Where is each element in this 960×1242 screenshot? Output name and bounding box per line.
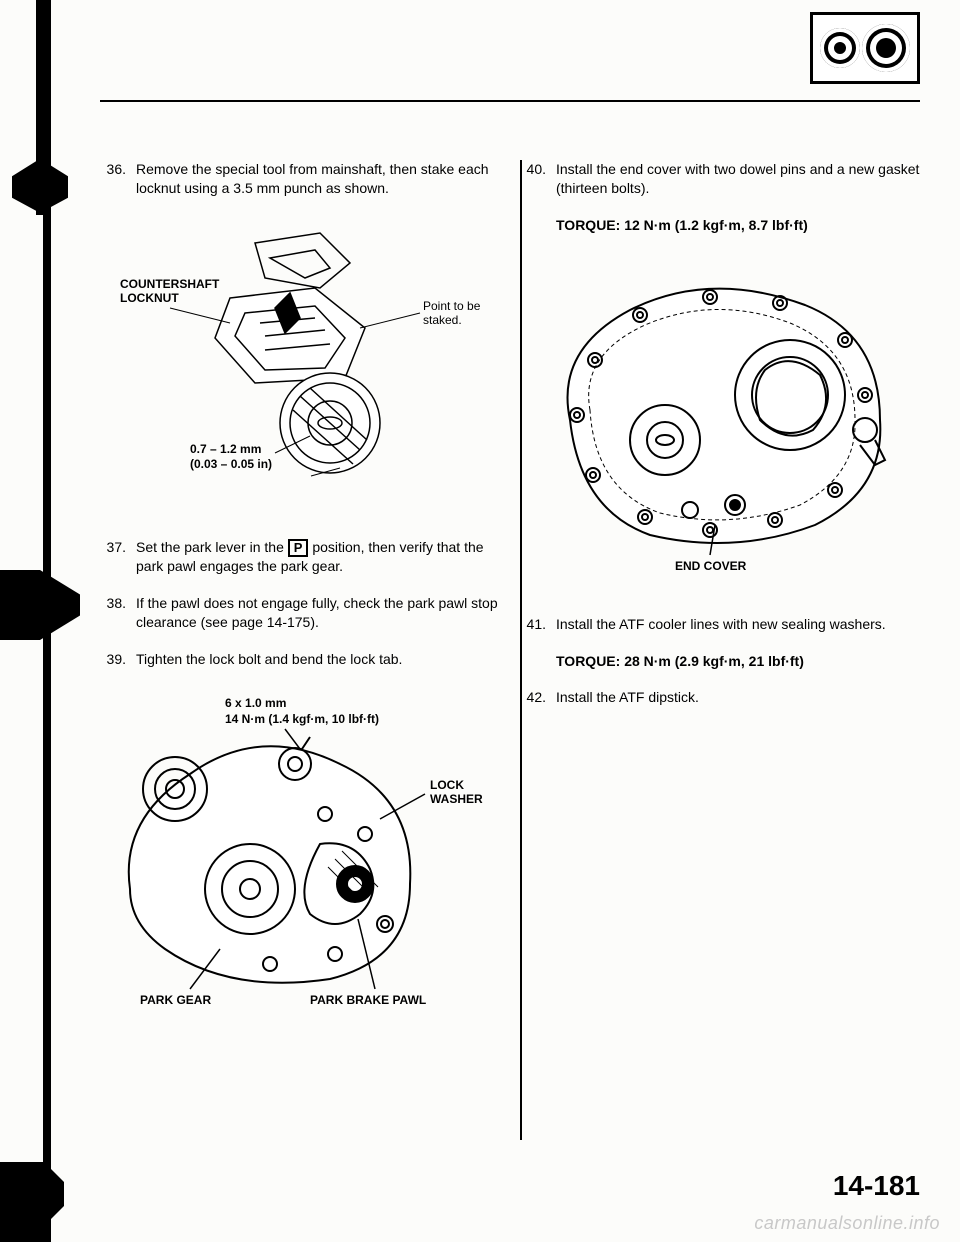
step-text: Set the park lever in the P position, th… xyxy=(136,538,500,576)
step-text: Install the ATF dipstick. xyxy=(556,688,920,707)
step-text: Tighten the lock bolt and bend the lock … xyxy=(136,650,500,669)
transmission-gear-icon xyxy=(813,15,917,81)
figure-park-gear: 6 x 1.0 mm 14 N·m (1.4 kgf·m, 10 lbf·ft) xyxy=(100,689,500,1019)
step-38: 38. If the pawl does not engage fully, c… xyxy=(100,594,500,632)
label-dim2: (0.03 – 0.05 in) xyxy=(190,457,272,471)
label-locknut: LOCKNUT xyxy=(120,291,179,305)
step-number: 42. xyxy=(520,688,546,707)
label-park-gear: PARK GEAR xyxy=(140,993,211,1007)
step-text: Remove the special tool from mainshaft, … xyxy=(136,160,500,198)
torque-spec-2: TORQUE: 28 N·m (2.9 kgf·m, 21 lbf·ft) xyxy=(520,652,920,671)
step-number: 40. xyxy=(520,160,546,198)
park-position-symbol: P xyxy=(288,539,309,557)
binder-clip-bottom xyxy=(0,1162,80,1242)
label-bolt-spec1: 6 x 1.0 mm xyxy=(225,696,286,710)
step-number: 36. xyxy=(100,160,126,198)
step-40: 40. Install the end cover with two dowel… xyxy=(520,160,920,198)
label-bolt-spec2: 14 N·m (1.4 kgf·m, 10 lbf·ft) xyxy=(225,712,379,726)
step-text-before: Set the park lever in the xyxy=(136,539,288,555)
step-42: 42. Install the ATF dipstick. xyxy=(520,688,920,707)
step-number: 38. xyxy=(100,594,126,632)
gear-icon xyxy=(862,24,910,72)
torque-spec-1: TORQUE: 12 N·m (1.2 kgf·m, 8.7 lbf·ft) xyxy=(520,216,920,235)
gear-icon xyxy=(820,28,860,68)
right-column: 40. Install the end cover with two dowel… xyxy=(520,160,920,1059)
step-41: 41. Install the ATF cooler lines with ne… xyxy=(520,615,920,634)
label-washer: WASHER xyxy=(430,792,483,806)
figure-end-cover: END COVER xyxy=(520,255,920,575)
header-rule xyxy=(100,100,920,102)
binder-clip-middle xyxy=(0,570,80,640)
label-staked: staked. xyxy=(423,313,462,327)
step-36: 36. Remove the special tool from mainsha… xyxy=(100,160,500,198)
binder-clip-top xyxy=(0,0,80,215)
step-text: If the pawl does not engage fully, check… xyxy=(136,594,500,632)
manual-page: 36. Remove the special tool from mainsha… xyxy=(0,0,960,1242)
step-37: 37. Set the park lever in the P position… xyxy=(100,538,500,576)
watermark: carmanualsonline.info xyxy=(754,1213,940,1234)
step-text: Install the end cover with two dowel pin… xyxy=(556,160,920,198)
step-number: 37. xyxy=(100,538,126,576)
section-icon-box xyxy=(810,12,920,84)
label-end-cover: END COVER xyxy=(675,559,747,573)
step-number: 39. xyxy=(100,650,126,669)
page-number: 14-181 xyxy=(833,1170,920,1202)
label-countershaft: COUNTERSHAFT xyxy=(120,277,220,291)
label-park-pawl: PARK BRAKE PAWL xyxy=(310,993,426,1007)
figure-countershaft-locknut: COUNTERSHAFT LOCKNUT Point to be staked.… xyxy=(100,218,500,498)
torque-text: TORQUE: 28 N·m (2.9 kgf·m, 21 lbf·ft) xyxy=(556,652,920,671)
step-number: 41. xyxy=(520,615,546,634)
left-column: 36. Remove the special tool from mainsha… xyxy=(100,160,500,1059)
content-columns: 36. Remove the special tool from mainsha… xyxy=(100,160,920,1059)
label-lock: LOCK xyxy=(430,778,464,792)
label-point: Point to be xyxy=(423,299,481,313)
torque-text: TORQUE: 12 N·m (1.2 kgf·m, 8.7 lbf·ft) xyxy=(556,216,920,235)
step-text: Install the ATF cooler lines with new se… xyxy=(556,615,920,634)
label-dim: 0.7 – 1.2 mm xyxy=(190,442,261,456)
step-39: 39. Tighten the lock bolt and bend the l… xyxy=(100,650,500,669)
